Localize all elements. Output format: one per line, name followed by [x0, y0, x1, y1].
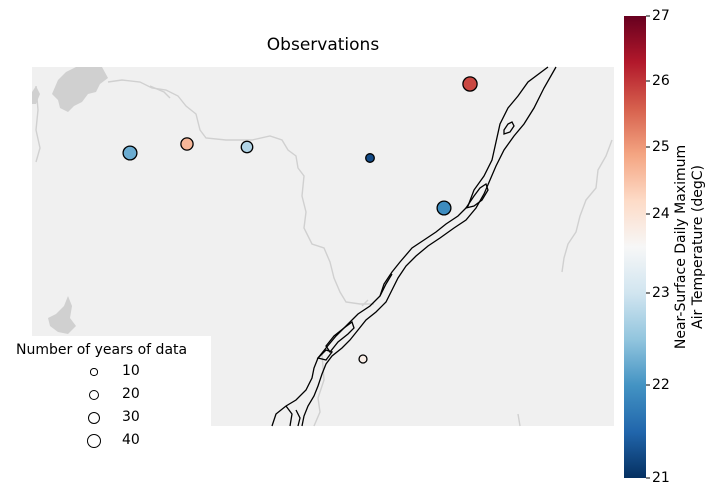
colorbar-tick-label: 23 [652, 285, 670, 301]
colorbar-tick-label: 22 [652, 377, 670, 393]
colorbar-tick-label: 21 [652, 470, 670, 486]
colorbar [624, 16, 646, 478]
legend-label: 10 [122, 363, 140, 379]
station-marker [462, 76, 478, 92]
legend-marker [88, 389, 100, 401]
border-line [561, 139, 613, 273]
station-marker [240, 140, 254, 154]
river-island [325, 320, 355, 354]
legend-label: 20 [122, 386, 140, 402]
colorbar-label: Near-Surface Daily Maximum Air Temperatu… [673, 117, 707, 377]
legend-entry: 40 [0, 431, 211, 451]
river-island [503, 121, 515, 135]
colorbar-tick-label: 27 [652, 8, 670, 24]
colorbar-tick-label: 26 [652, 73, 670, 89]
legend-marker [90, 368, 98, 376]
border-line [149, 85, 171, 99]
river-bank-left [271, 66, 549, 427]
station-marker [180, 137, 194, 151]
legend-entry: 20 [0, 385, 211, 405]
colorbar-tick-label: 24 [652, 206, 670, 222]
river [271, 66, 557, 427]
map-title: Observations [266, 35, 380, 55]
legend-label: 40 [122, 432, 140, 448]
lake-shape-2 [48, 296, 76, 334]
river-channel [285, 405, 293, 427]
border-line [35, 85, 41, 163]
river-channel [379, 273, 393, 297]
lake-shape-3 [32, 86, 40, 104]
border-line [517, 413, 521, 427]
station-markers [122, 76, 478, 364]
size-legend: Number of years of data 10 20 30 40 [0, 336, 211, 458]
legend-marker [86, 433, 102, 449]
river-channel [295, 409, 301, 427]
station-marker [122, 145, 138, 161]
station-marker [358, 354, 368, 364]
river-bank-right [301, 66, 557, 427]
river-island [464, 182, 489, 210]
station-marker [365, 153, 375, 163]
legend-marker [87, 411, 101, 425]
border-line [361, 299, 369, 307]
colorbar-label-line2: Air Temperature (degC) [690, 165, 706, 329]
legend-title: Number of years of data [16, 342, 188, 358]
river-island [316, 349, 334, 361]
legend-label: 30 [122, 409, 140, 425]
colorbar-tick-label: 25 [652, 139, 670, 155]
border-line [107, 79, 374, 305]
colorbar-label-line1: Near-Surface Daily Maximum [673, 144, 689, 350]
station-marker [436, 200, 452, 216]
legend-entry: 10 [0, 362, 211, 382]
map-borders [35, 79, 613, 427]
lake-shape [52, 67, 108, 112]
legend-entry: 30 [0, 408, 211, 428]
colorbar-ticks [646, 15, 650, 479]
